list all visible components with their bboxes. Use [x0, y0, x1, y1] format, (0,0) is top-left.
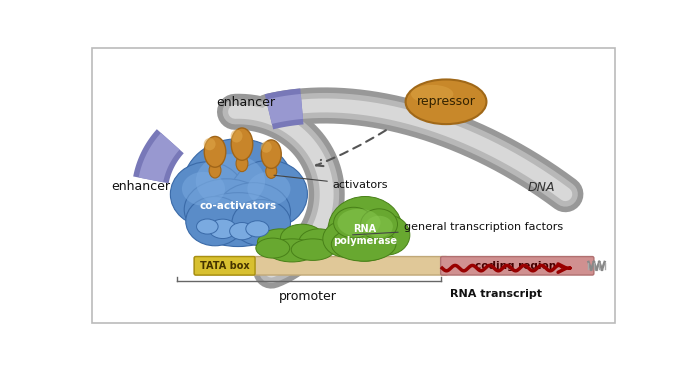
Ellipse shape: [364, 215, 410, 255]
Ellipse shape: [209, 163, 221, 178]
Ellipse shape: [280, 224, 324, 252]
Ellipse shape: [186, 196, 244, 246]
Ellipse shape: [328, 196, 402, 261]
Ellipse shape: [337, 209, 381, 237]
FancyBboxPatch shape: [441, 257, 594, 275]
Ellipse shape: [230, 160, 308, 228]
Text: enhancer: enhancer: [217, 97, 275, 109]
Ellipse shape: [323, 220, 369, 257]
Ellipse shape: [411, 85, 453, 103]
Text: co-activators: co-activators: [199, 201, 277, 211]
Ellipse shape: [266, 164, 277, 178]
Text: enhancer: enhancer: [111, 180, 170, 193]
FancyBboxPatch shape: [195, 257, 448, 275]
Ellipse shape: [291, 239, 335, 261]
Ellipse shape: [230, 130, 242, 142]
Ellipse shape: [204, 138, 215, 150]
Ellipse shape: [331, 227, 396, 261]
Ellipse shape: [365, 216, 393, 237]
Ellipse shape: [257, 229, 304, 257]
Ellipse shape: [231, 128, 253, 160]
Text: general transcription factors: general transcription factors: [353, 222, 563, 235]
Ellipse shape: [256, 238, 290, 258]
Text: DNA: DNA: [528, 181, 555, 194]
Text: activators: activators: [274, 175, 388, 190]
Ellipse shape: [232, 200, 290, 246]
Ellipse shape: [209, 219, 237, 239]
Ellipse shape: [204, 137, 226, 167]
Ellipse shape: [299, 229, 339, 255]
Ellipse shape: [248, 172, 290, 206]
Ellipse shape: [184, 179, 269, 240]
Ellipse shape: [197, 219, 218, 234]
Ellipse shape: [333, 207, 374, 238]
Text: promoter: promoter: [279, 290, 336, 304]
Text: RNA transcript: RNA transcript: [450, 289, 542, 299]
Ellipse shape: [361, 209, 397, 240]
Ellipse shape: [261, 141, 272, 153]
Text: coding region: coding region: [475, 261, 556, 271]
Ellipse shape: [196, 154, 265, 208]
Ellipse shape: [268, 239, 317, 262]
Ellipse shape: [262, 140, 282, 168]
Text: repressor: repressor: [417, 95, 475, 108]
Ellipse shape: [183, 139, 293, 234]
Ellipse shape: [230, 222, 255, 240]
Ellipse shape: [192, 193, 284, 247]
Ellipse shape: [236, 156, 248, 172]
Ellipse shape: [217, 183, 290, 241]
Ellipse shape: [182, 172, 225, 206]
Ellipse shape: [246, 221, 269, 237]
FancyBboxPatch shape: [195, 257, 255, 275]
Ellipse shape: [406, 80, 486, 124]
Text: RNA
polymerase: RNA polymerase: [333, 224, 397, 246]
Ellipse shape: [170, 162, 244, 226]
Text: TATA box: TATA box: [200, 261, 250, 271]
